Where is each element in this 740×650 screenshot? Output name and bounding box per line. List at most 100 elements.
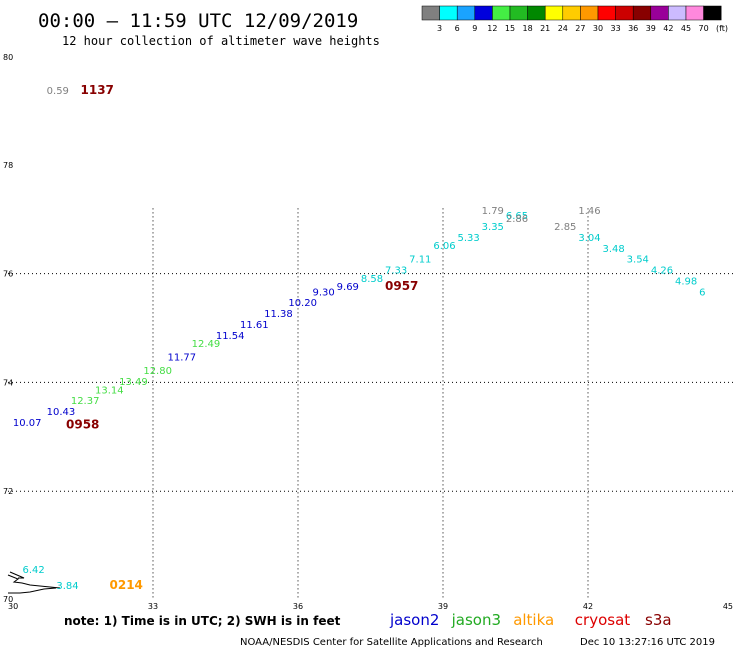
y-tick-label: 74	[3, 378, 13, 387]
legend-label: 21	[540, 24, 550, 33]
legend-swatch	[632, 5, 652, 21]
satellite-label-s3a: s3a	[645, 611, 672, 629]
wave-height-value: 7.33	[385, 266, 407, 277]
pass-time-label: 1137	[81, 83, 114, 97]
legend-swatch	[492, 5, 511, 21]
wave-height-value: 6.42	[23, 565, 45, 576]
wave-height-value: 13.14	[95, 385, 124, 396]
legend-swatch	[544, 5, 564, 21]
x-tick-label: 36	[293, 602, 303, 611]
legend-label: 24	[558, 24, 568, 33]
wave-height-value: 10.43	[47, 407, 76, 418]
legend-label: 6	[455, 24, 460, 33]
legend-swatch	[597, 5, 616, 21]
wave-height-value: 3.84	[56, 581, 78, 592]
wave-height-value: 2.85	[554, 222, 576, 233]
legend-swatch	[650, 5, 669, 21]
y-tick-label: 76	[3, 270, 13, 279]
wave-height-value: 12.37	[71, 396, 100, 407]
wave-height-value: 11.61	[240, 320, 269, 331]
legend-label: 70	[699, 24, 709, 33]
legend-label: 33	[611, 24, 621, 33]
chart-title: 00:00 – 11:59 UTC 12/09/2019	[38, 10, 358, 32]
legend-swatch	[580, 5, 599, 21]
pass-time-label: 0957	[385, 279, 418, 293]
x-tick-label: 33	[148, 602, 158, 611]
wave-height-value: 10.20	[288, 298, 317, 309]
legend-label: 42	[663, 24, 673, 33]
satellite-legend: jason2 jason3 altika cryosat s3a	[389, 611, 672, 629]
legend-label: 30	[593, 24, 603, 33]
legend-swatch	[421, 5, 440, 21]
legend-label: 12	[487, 24, 497, 33]
wave-height-value: 0.59	[47, 86, 69, 97]
x-tick-label: 39	[438, 602, 448, 611]
wave-height-value: 3.04	[578, 233, 600, 244]
legend-label: 15	[505, 24, 515, 33]
footer-note: note: 1) Time is in UTC; 2) SWH is in fe…	[64, 614, 341, 628]
wave-height-value: 1.79	[482, 206, 504, 217]
legend-swatch	[456, 5, 476, 21]
wave-height-value: 6.06	[433, 241, 455, 252]
wave-height-value: 9.30	[313, 287, 335, 298]
legend-swatch	[527, 5, 546, 21]
x-tick-label: 42	[583, 602, 593, 611]
footer-timestamp: Dec 10 13:27:16 UTC 2019	[580, 637, 715, 648]
legend-swatch	[703, 5, 722, 21]
axes: 30 33 36 39 42 45 70 72 74 76 78 80	[3, 53, 733, 611]
legend-swatch	[509, 5, 528, 21]
wave-height-value: 4.98	[675, 276, 697, 287]
wave-height-value: 1.46	[578, 206, 600, 217]
satellite-label-cryosat: cryosat	[575, 611, 630, 629]
legend-swatch	[439, 5, 458, 21]
pass-time-label: 0958	[66, 418, 99, 432]
wave-height-value: 11.54	[216, 331, 245, 342]
wave-height-value: 5.33	[458, 233, 480, 244]
color-legend: 3 6 9 12 15 18 21 24 27 30 33 36 39 42 45 70	[421, 5, 722, 33]
wave-height-value: 7.11	[409, 255, 431, 266]
wave-height-value: 6.65	[506, 211, 528, 222]
legend-label: 18	[523, 24, 533, 33]
coastline-fragment	[7, 571, 61, 594]
legend-label: 45	[681, 24, 691, 33]
y-tick-label: 72	[3, 487, 13, 496]
legend-swatch	[668, 5, 687, 21]
y-tick-label: 78	[3, 161, 13, 170]
chart-subtitle: 12 hour collection of altimeter wave hei…	[62, 34, 380, 48]
legend-swatch	[562, 5, 581, 21]
y-tick-label: 70	[3, 595, 13, 604]
wave-height-value: 12.49	[192, 339, 221, 350]
satellite-label-jason3: jason3	[451, 611, 501, 629]
legend-label: 9	[472, 24, 477, 33]
wave-height-value: 3.48	[603, 244, 625, 255]
pass-time-label: 0214	[110, 578, 143, 592]
wave-height-value: 8.58	[361, 274, 383, 285]
wave-height-value: 3.54	[627, 255, 649, 266]
satellite-label-altika: altika	[513, 611, 554, 629]
footer-credit: NOAA/NESDIS Center for Satellite Applica…	[240, 637, 543, 648]
legend-swatch	[685, 5, 704, 21]
y-tick-label: 80	[3, 53, 13, 62]
satellite-label-jason2: jason2	[389, 611, 439, 629]
legend-label: 39	[646, 24, 656, 33]
wave-height-value: 12.80	[143, 366, 172, 377]
legend-swatch	[615, 5, 634, 21]
grid	[8, 208, 733, 600]
legend-swatch	[474, 5, 493, 21]
legend-label: 27	[575, 24, 585, 33]
wave-height-value: 3.35	[482, 222, 504, 233]
legend-unit: (ft)	[716, 24, 728, 33]
wave-height-value: 2.86	[506, 214, 528, 225]
wave-height-value: 6	[699, 287, 705, 298]
x-tick-label: 45	[723, 602, 733, 611]
wave-height-value: 9.69	[337, 282, 359, 293]
legend-label: 3	[437, 24, 442, 33]
x-tick-label: 30	[8, 602, 18, 611]
wave-height-value: 10.07	[13, 418, 42, 429]
wave-height-value: 4.26	[651, 266, 673, 277]
legend-label: 36	[628, 24, 638, 33]
wave-height-value: 11.77	[168, 353, 197, 364]
wave-height-value: 11.38	[264, 309, 293, 320]
